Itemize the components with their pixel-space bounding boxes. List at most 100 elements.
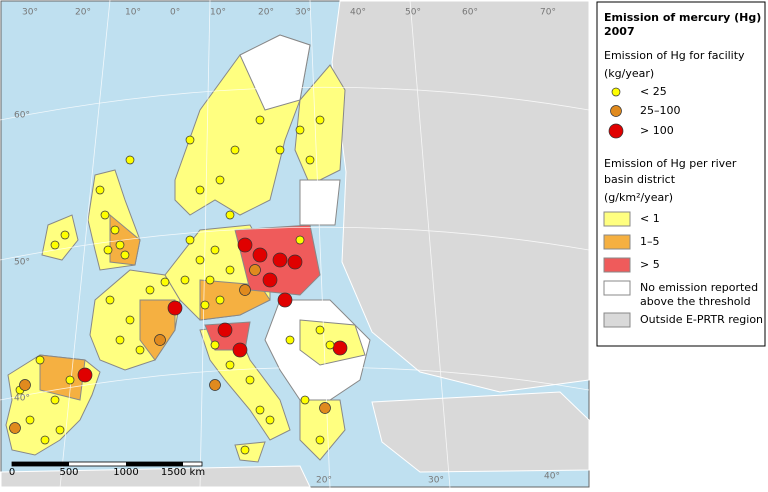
facility-dot [154,334,166,346]
facility-dot [95,185,105,195]
graticule-label: 40° [350,8,366,18]
graticule-label: 30° [295,8,311,18]
facility-dot [315,115,325,125]
legend: Emission of mercury (Hg)2007 Emission of … [596,1,766,347]
facility-dot [217,322,233,338]
facility-dot [325,340,335,350]
legend-swatch [603,211,631,227]
outside-region [371,391,590,473]
meridian [59,0,111,489]
legend-symbol [610,105,622,117]
scale-bar-segment [12,462,69,466]
basin-ireland [41,214,79,261]
facility-dot [215,295,225,305]
facility-dot [245,375,255,385]
basin-heading: basin district [604,173,676,186]
facility-dot [50,240,60,250]
legend-symbol [608,123,624,139]
basin-finland [294,64,346,186]
legend-label: above the threshold [640,295,751,308]
legend-label: > 5 [640,258,660,271]
facility-dot [237,237,253,253]
graticule-label: 70° [540,8,556,18]
graticule-label: 20° [75,8,91,18]
graticule-label: 40° [14,394,30,404]
facility-dot [225,265,235,275]
basin-heading: Emission of Hg per river [604,157,737,170]
facility-dot [9,422,21,434]
facility-dot [185,135,195,145]
graticule-label: 10° [210,8,226,18]
legend-label: 25–100 [640,104,681,117]
scale-label: 1000 [113,467,138,478]
facilities [9,115,348,455]
facility-dot [277,292,293,308]
facility-dot [105,295,115,305]
facility-dot [77,367,93,383]
legend-label: No emission reported [640,281,758,294]
facility-dot [100,210,110,220]
parallel [0,366,590,401]
scale-bar: 0 500 1000 1500 km [9,461,205,478]
legend-swatch [603,280,631,296]
legend-symbol [611,87,621,97]
facility-dot [110,225,120,235]
basin-iberia-north [39,354,86,401]
facility-dot [210,245,220,255]
graticule-label: 60° [462,8,478,18]
facility-unit: (kg/year) [604,67,654,80]
facility-dot [120,250,130,260]
scale-label: 1500 km [161,467,205,478]
facility-dot [255,115,265,125]
facility-dot [185,235,195,245]
facility-dot [275,145,285,155]
facility-dot [300,395,310,405]
facility-dot [160,277,170,287]
facility-dot [249,264,261,276]
facility-dot [240,445,250,455]
graticule-label: 50° [14,258,30,268]
meridian [199,0,211,489]
graticule-label: 40° [544,472,560,482]
facility-dot [225,210,235,220]
facility-dot [25,415,35,425]
facility-dot [332,340,348,356]
facility-dot [210,340,220,350]
facility-dot [65,375,75,385]
graticule-label: 30° [428,476,444,486]
facility-dot [195,185,205,195]
facility-dot [232,342,248,358]
facility-dot [315,325,325,335]
facility-dot [295,125,305,135]
legend-swatch [603,312,631,328]
graticule-label: 60° [14,111,30,121]
facility-dot [252,247,268,263]
parallel [0,226,590,261]
graticule-label: 20° [258,8,274,18]
basin-rhone [139,299,176,361]
legend-label: < 1 [640,212,660,225]
facility-dot [167,300,183,316]
facility-dot [125,315,135,325]
facility-dot [200,300,210,310]
facility-dot [50,395,60,405]
facility-dot [115,335,125,345]
facility-dot [19,379,31,391]
facility-dot [255,405,265,415]
facility-dot [103,245,113,255]
legend-swatch [603,257,631,273]
facility-dot [145,285,155,295]
graticule-label: 50° [405,8,421,18]
facility-dot [285,335,295,345]
facility-dot [135,345,145,355]
legend-label: > 100 [640,124,674,137]
legend-title: Emission of mercury (Hg) [604,11,761,24]
facility-dot [125,155,135,165]
facility-dot [40,435,50,445]
facility-dot [305,155,315,165]
legend-label: 1–5 [640,235,660,248]
legend-label: Outside E-PRTR region [640,313,763,326]
facility-dot [60,230,70,240]
graticule-label: 0° [170,8,180,18]
